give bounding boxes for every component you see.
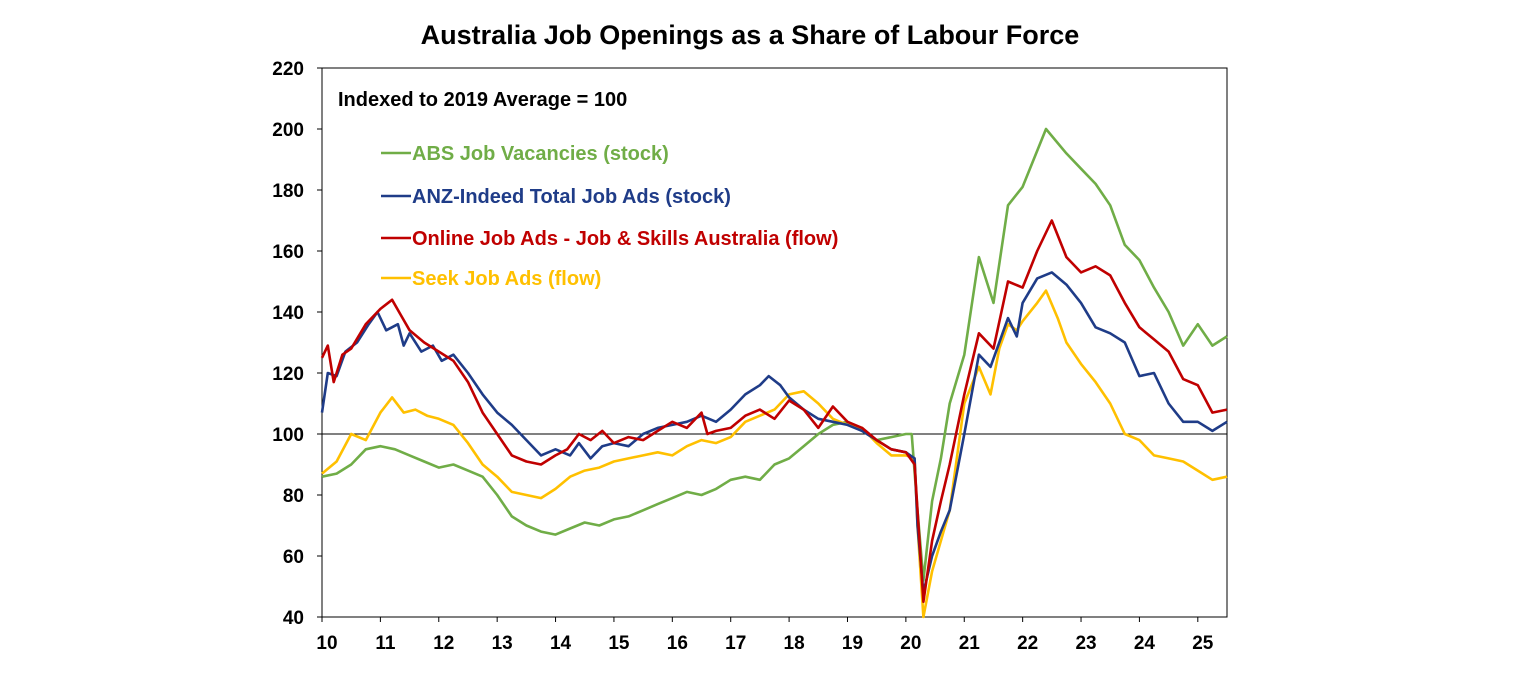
x-tick-label: 20 — [900, 633, 921, 654]
y-tick-label: 80 — [283, 486, 304, 507]
x-tick-label: 18 — [784, 633, 805, 654]
x-tick-label: 14 — [550, 633, 572, 654]
x-tick-label: 17 — [725, 633, 746, 654]
plot-area-border — [321, 67, 1228, 618]
chart-subtitle: Indexed to 2019 Average = 100 — [338, 89, 627, 111]
y-tick-label: 160 — [272, 242, 304, 263]
legend-entry: Online Job Ads - Job & Skills Australia … — [412, 228, 838, 250]
legend-entry: Seek Job Ads (flow) — [412, 268, 601, 290]
x-tick-label: 11 — [375, 633, 396, 654]
series-line-0 — [321, 127, 1228, 582]
y-tick-label: 60 — [283, 547, 304, 568]
y-tick-label: 100 — [272, 425, 304, 446]
y-tick-label: 220 — [272, 59, 304, 80]
legend-entry: ANZ-Indeed Total Job Ads (stock) — [412, 186, 731, 208]
x-tick-label: 13 — [492, 633, 513, 654]
x-tick-label: 19 — [842, 633, 863, 654]
y-tick-label: 40 — [283, 608, 304, 629]
y-tick-label: 120 — [272, 364, 304, 385]
series-line-3 — [321, 289, 1228, 619]
x-tick-label: 23 — [1075, 633, 1096, 654]
x-tick-label: 15 — [608, 633, 630, 654]
x-tick-label: 12 — [433, 633, 454, 654]
x-tick-label: 25 — [1192, 633, 1214, 654]
series-line-2 — [320, 219, 1228, 604]
y-tick-label: 200 — [272, 120, 304, 141]
x-tick-label: 22 — [1017, 633, 1038, 654]
x-tick-label: 21 — [959, 633, 981, 654]
y-tick-label: 180 — [272, 181, 304, 202]
x-tick-label: 10 — [316, 633, 337, 654]
x-tick-label: 24 — [1134, 633, 1156, 654]
y-tick-label: 140 — [272, 303, 304, 324]
legend-entry: ABS Job Vacancies (stock) — [412, 143, 669, 165]
series-line-1 — [320, 271, 1228, 594]
x-tick-label: 16 — [667, 633, 688, 654]
chart-title: Australia Job Openings as a Share of Lab… — [421, 20, 1080, 50]
